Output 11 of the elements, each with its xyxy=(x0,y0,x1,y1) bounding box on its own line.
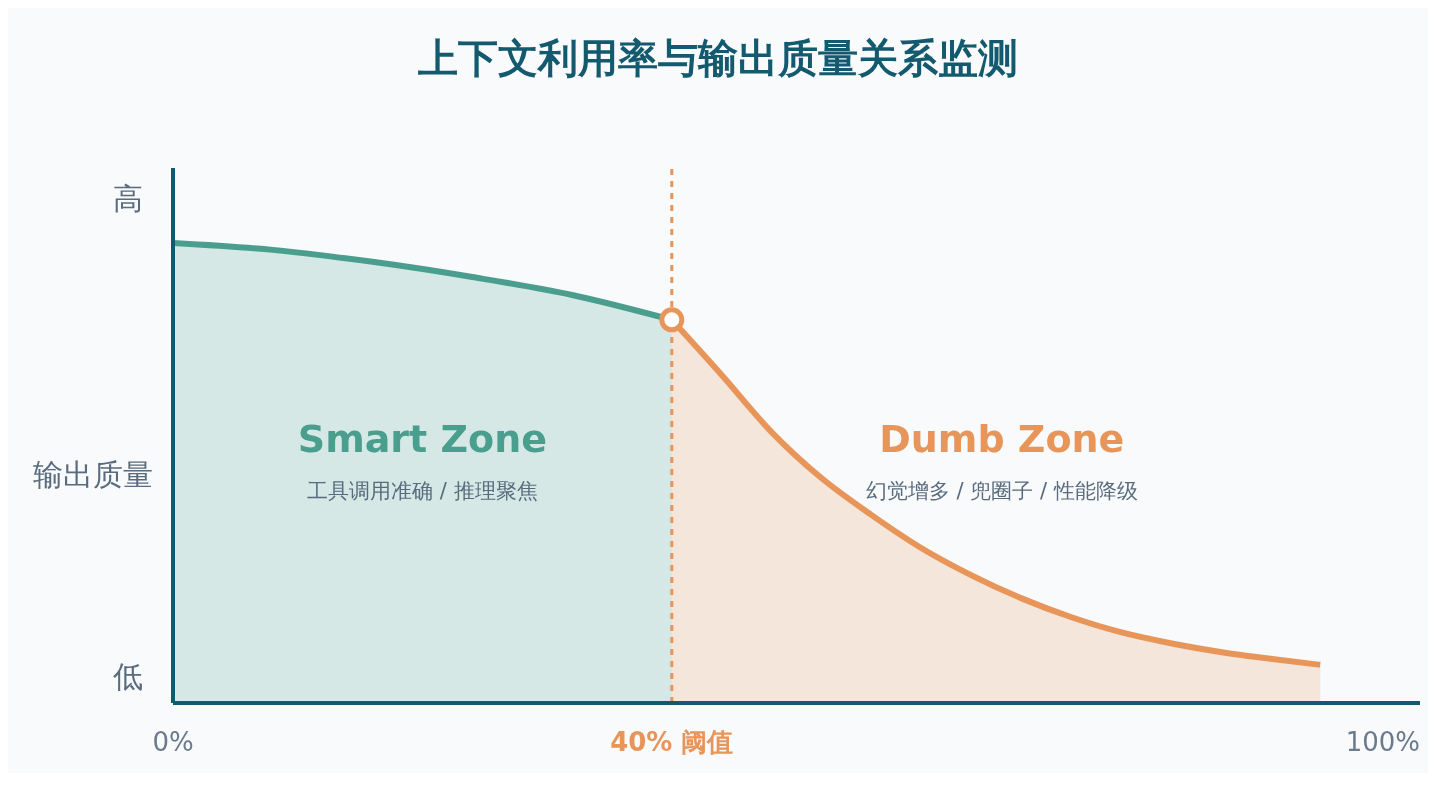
annotation: 幻觉增多 / 兜圈子 / 性能降级 xyxy=(864,477,1139,505)
series-label: Dumb Zone xyxy=(878,416,1126,461)
text: 高 xyxy=(112,179,143,218)
annotation: 工具调用准确 / 推理聚焦 xyxy=(306,477,539,505)
series-label: Smart Zone xyxy=(296,416,548,461)
x-tick-label: 0% xyxy=(152,727,194,757)
x-tick-label: 40% 阈值 xyxy=(610,727,734,757)
chart-title: 上下文利用率与输出质量关系监测 xyxy=(417,34,1019,81)
y-axis-title: 输出质量 xyxy=(32,456,153,494)
x-tick-label: 100% xyxy=(1345,727,1420,757)
text: 低 xyxy=(112,658,143,697)
